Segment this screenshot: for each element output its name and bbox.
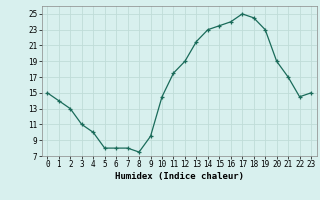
- X-axis label: Humidex (Indice chaleur): Humidex (Indice chaleur): [115, 172, 244, 181]
